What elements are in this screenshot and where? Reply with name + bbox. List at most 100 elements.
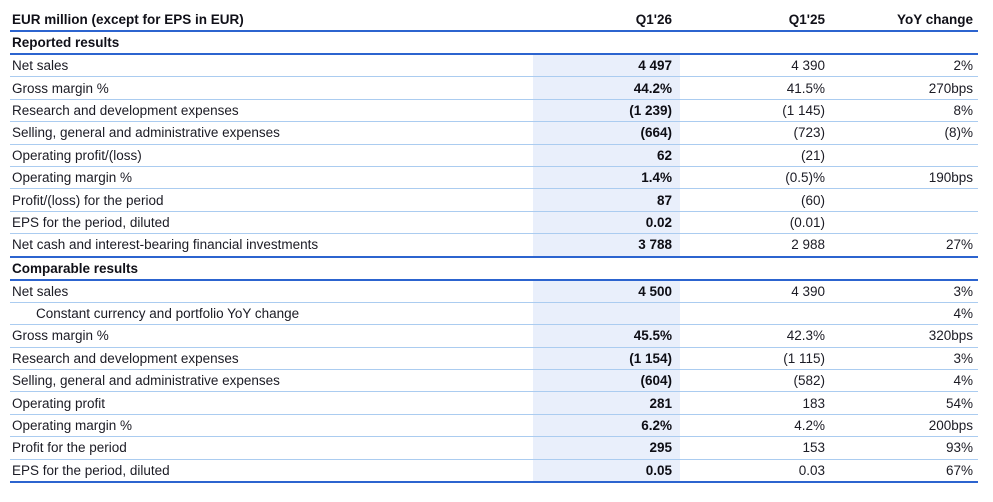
value-yoy	[830, 144, 978, 167]
value-q126: 3 788	[533, 233, 680, 258]
table-row: Operating margin % 1.4% (0.5)% 190bps	[10, 166, 978, 190]
row-label: Selling, general and administrative expe…	[10, 369, 533, 393]
value-yoy: 54%	[830, 391, 978, 415]
value-yoy	[830, 188, 978, 212]
table-row: Gross margin % 45.5% 42.3% 320bps	[10, 324, 978, 348]
value-q126: 6.2%	[533, 414, 680, 438]
table-row: Operating profit 281 183 54%	[10, 391, 978, 415]
value-q126: 0.05	[533, 459, 680, 484]
row-label: Net sales	[10, 279, 533, 303]
value-yoy: 4%	[830, 369, 978, 393]
value-q125: 0.03	[680, 459, 830, 484]
row-label: Gross margin %	[10, 324, 533, 348]
value-q125: 4 390	[680, 279, 830, 303]
value-q126: 4 500	[533, 279, 680, 303]
row-label: Profit/(loss) for the period	[10, 188, 533, 212]
value-q125: 153	[680, 436, 830, 460]
table-header-row: EUR million (except for EPS in EUR) Q1'2…	[10, 8, 978, 32]
row-label: Operating profit	[10, 391, 533, 415]
value-q125	[680, 302, 830, 326]
value-q125: 4 390	[680, 54, 830, 78]
row-label: Operating margin %	[10, 414, 533, 438]
value-q125: (21)	[680, 144, 830, 167]
value-q126: (604)	[533, 369, 680, 393]
section-title: Comparable results	[10, 256, 978, 281]
value-q126: 4 497	[533, 54, 680, 78]
section-title: Reported results	[10, 31, 978, 55]
value-yoy: 8%	[830, 99, 978, 123]
table-row: EPS for the period, diluted 0.05 0.03 67…	[10, 459, 978, 484]
value-q126: (664)	[533, 121, 680, 145]
value-yoy: 320bps	[830, 324, 978, 348]
results-table: EUR million (except for EPS in EUR) Q1'2…	[10, 8, 978, 484]
value-q125: 183	[680, 391, 830, 415]
row-label: Selling, general and administrative expe…	[10, 121, 533, 145]
table-row: Selling, general and administrative expe…	[10, 121, 978, 145]
table-row: Gross margin % 44.2% 41.5% 270bps	[10, 76, 978, 100]
table-row: Research and development expenses (1 154…	[10, 347, 978, 371]
value-yoy: 3%	[830, 279, 978, 303]
value-yoy: (8)%	[830, 121, 978, 145]
value-yoy: 190bps	[830, 166, 978, 190]
value-q126: 295	[533, 436, 680, 460]
table-row: Net cash and interest-bearing financial …	[10, 233, 978, 258]
value-q125: (60)	[680, 188, 830, 212]
value-yoy: 2%	[830, 54, 978, 78]
row-label: Net cash and interest-bearing financial …	[10, 233, 533, 258]
value-yoy: 93%	[830, 436, 978, 460]
value-q125: (723)	[680, 121, 830, 145]
row-label: Operating profit/(loss)	[10, 144, 533, 167]
value-yoy: 27%	[830, 233, 978, 258]
column-header-yoy-change: YoY change	[830, 8, 978, 32]
value-q125: (1 115)	[680, 347, 830, 371]
value-yoy: 270bps	[830, 76, 978, 100]
table-row: Research and development expenses (1 239…	[10, 99, 978, 123]
value-yoy: 4%	[830, 302, 978, 326]
value-q126: 1.4%	[533, 166, 680, 190]
row-label: Research and development expenses	[10, 99, 533, 123]
row-label: Profit for the period	[10, 436, 533, 460]
table-row: Profit for the period 295 153 93%	[10, 436, 978, 460]
section-header-comparable-results: Comparable results	[10, 256, 978, 281]
table-row: Operating profit/(loss) 62 (21)	[10, 144, 978, 167]
value-q125: (0.5)%	[680, 166, 830, 190]
value-q126: (1 239)	[533, 99, 680, 123]
value-q125: 2 988	[680, 233, 830, 258]
value-q126: 87	[533, 188, 680, 212]
row-label: Net sales	[10, 54, 533, 78]
row-label: Constant currency and portfolio YoY chan…	[10, 302, 533, 326]
section-header-reported-results: Reported results	[10, 31, 978, 55]
table-row: Selling, general and administrative expe…	[10, 369, 978, 393]
table-row: Profit/(loss) for the period 87 (60)	[10, 188, 978, 212]
row-label: Operating margin %	[10, 166, 533, 190]
value-q126: (1 154)	[533, 347, 680, 371]
value-q125: 4.2%	[680, 414, 830, 438]
row-label: Research and development expenses	[10, 347, 533, 371]
value-q126: 45.5%	[533, 324, 680, 348]
table-row: Net sales 4 500 4 390 3%	[10, 279, 978, 303]
row-label: Gross margin %	[10, 76, 533, 100]
value-q126: 44.2%	[533, 76, 680, 100]
value-yoy	[830, 211, 978, 235]
table-row: Constant currency and portfolio YoY chan…	[10, 302, 978, 326]
value-q125: (582)	[680, 369, 830, 393]
value-q126	[533, 302, 680, 326]
value-q126: 281	[533, 391, 680, 415]
value-q125: (0.01)	[680, 211, 830, 235]
value-q125: 42.3%	[680, 324, 830, 348]
column-header-q126: Q1'26	[533, 8, 680, 32]
value-yoy: 3%	[830, 347, 978, 371]
value-q125: 41.5%	[680, 76, 830, 100]
value-q126: 0.02	[533, 211, 680, 235]
row-label: EPS for the period, diluted	[10, 211, 533, 235]
table-row: Net sales 4 497 4 390 2%	[10, 54, 978, 78]
value-yoy: 200bps	[830, 414, 978, 438]
value-q126: 62	[533, 144, 680, 167]
row-label: EPS for the period, diluted	[10, 459, 533, 484]
value-q125: (1 145)	[680, 99, 830, 123]
column-header-q125: Q1'25	[680, 8, 830, 32]
table-row: EPS for the period, diluted 0.02 (0.01)	[10, 211, 978, 235]
table-header-unit-label: EUR million (except for EPS in EUR)	[10, 8, 533, 32]
value-yoy: 67%	[830, 459, 978, 484]
